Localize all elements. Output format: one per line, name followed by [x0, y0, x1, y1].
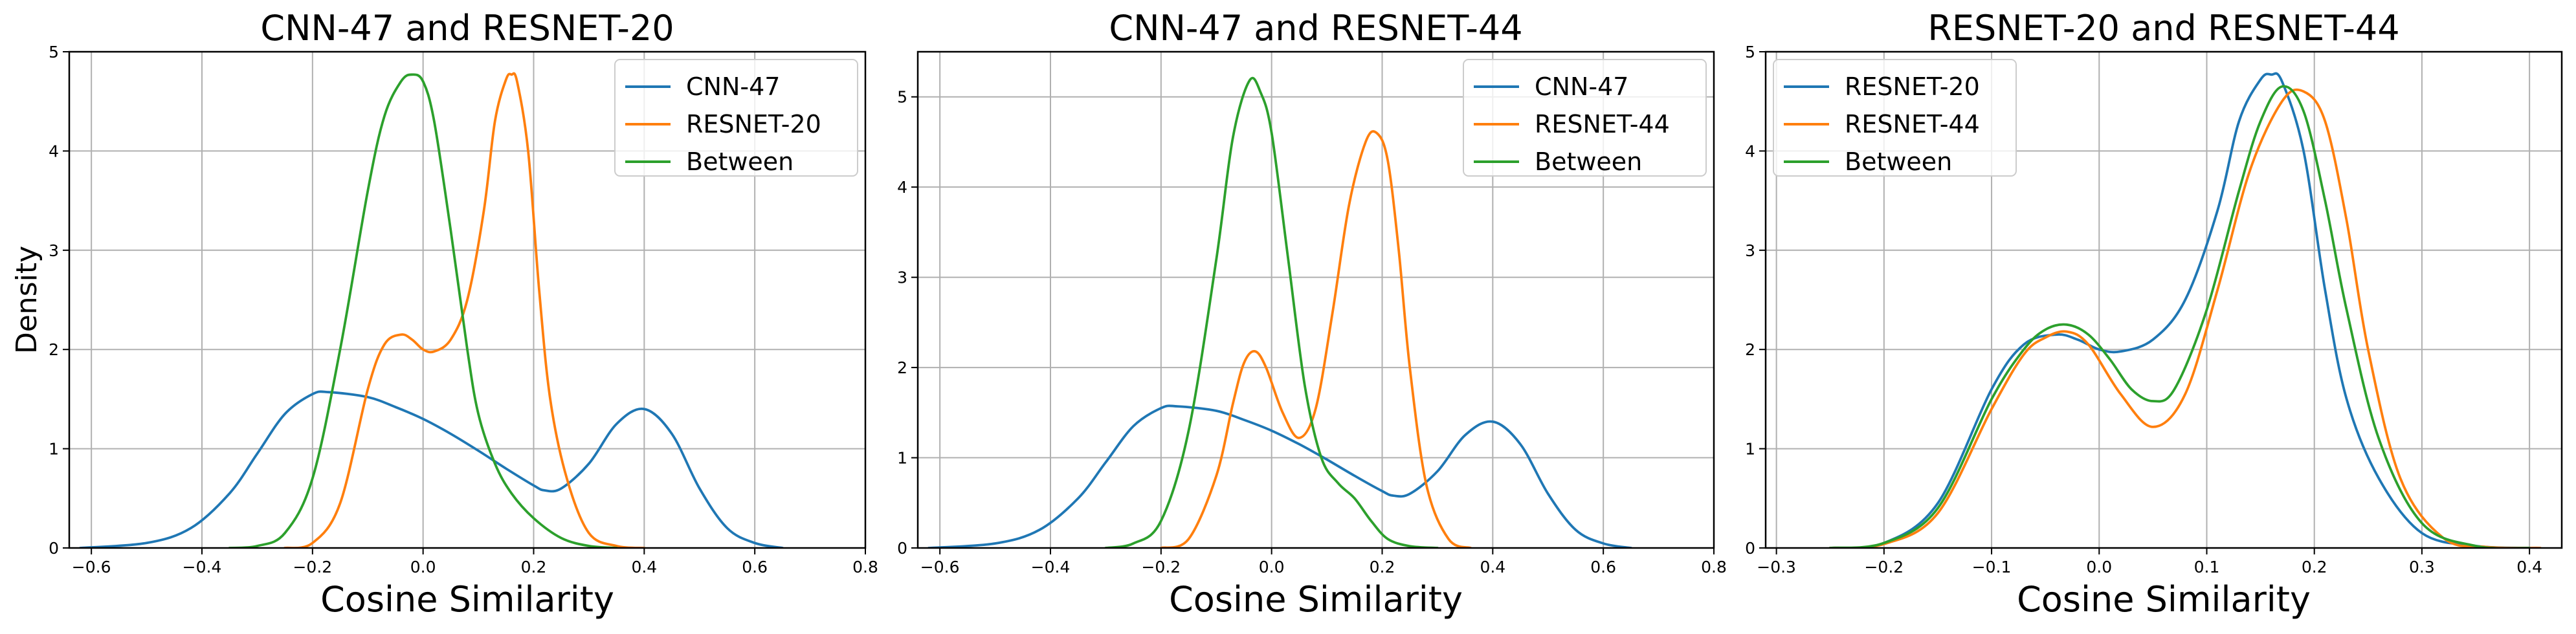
series-line-resnet-20 [283, 72, 646, 548]
plot-frame [68, 50, 867, 549]
x-tick-label: 0.6 [742, 558, 768, 576]
y-tick-label: 0 [897, 539, 907, 558]
x-axis-label: Cosine Similarity [2017, 579, 2311, 620]
x-tick-label: 0.4 [631, 558, 657, 576]
y-tick-label: 5 [897, 88, 907, 107]
legend-label: RESNET-20 [686, 110, 821, 138]
y-tick-label: 3 [897, 268, 907, 287]
legend-label: Between [1535, 148, 1642, 176]
legend-label: CNN-47 [1535, 72, 1628, 101]
legend: CNN-47 RESNET-44 Between [1463, 59, 1707, 177]
x-tick-label: 0.1 [2194, 558, 2220, 576]
x-tick-label: −0.3 [1757, 558, 1796, 576]
curves [79, 72, 784, 548]
chart-title: CNN-47 and RESNET-20 [260, 8, 674, 49]
legend-box [1463, 59, 1707, 177]
series-line-cnn-47 [927, 404, 1632, 548]
y-axis-label: Density [10, 246, 43, 354]
x-tick-label: 0.8 [1701, 558, 1727, 576]
chart-title: RESNET-20 and RESNET-44 [1927, 8, 2399, 49]
x-axis-label: Cosine Similarity [320, 579, 614, 620]
y-tick-label: 2 [897, 358, 907, 377]
series-line-between [1104, 76, 1439, 548]
x-tick-label: 0.4 [2516, 558, 2542, 576]
legend-box [1773, 59, 2017, 177]
plot-frame [1764, 50, 2563, 549]
y-tick-label: 5 [49, 43, 59, 61]
series-line-between [228, 73, 618, 548]
y-tick-label: 1 [1745, 440, 1755, 459]
series-line-cnn-47 [79, 390, 784, 548]
x-tick-label: −0.4 [1031, 558, 1071, 576]
x-tick-label: −0.1 [1972, 558, 2012, 576]
x-axis-label: Cosine Similarity [1169, 579, 1463, 620]
legend-label: CNN-47 [686, 72, 780, 101]
y-tick-label: 4 [49, 142, 59, 160]
series-line-resnet-44 [1828, 88, 2542, 548]
series-line-resnet-20 [1828, 72, 2531, 548]
y-tick-label: 1 [897, 449, 907, 468]
y-tick-label: 4 [897, 178, 907, 197]
x-tick-label: −0.2 [1864, 558, 1904, 576]
subplot-1: −0.6 −0.4 −0.2 0.0 0.2 0.4 0.6 0.8 0 1 2 3 4 5 CNN-47 … [10, 8, 878, 620]
x-tick-label: −0.6 [920, 558, 960, 576]
legend-label: Between [686, 148, 794, 176]
series-line-between [1828, 85, 2531, 548]
y-tick-label: 2 [49, 340, 59, 359]
legend-label: RESNET-44 [1845, 110, 1980, 138]
x-tick-label: 0.0 [410, 558, 436, 576]
x-tick-label: 0.2 [2302, 558, 2327, 576]
y-tick-label: 3 [49, 241, 59, 260]
y-tick-label: 0 [49, 539, 59, 558]
y-tick-label: 3 [1745, 241, 1755, 260]
legend: RESNET-20 RESNET-44 Between [1773, 59, 2017, 177]
y-tick-label: 5 [1745, 43, 1755, 61]
x-tick-label: −0.2 [1141, 558, 1181, 576]
legend-box [614, 59, 858, 177]
subplot-3: −0.3 −0.2 −0.1 0.0 0.1 0.2 0.3 0.4 0 1 2 3 4 5 RESNET-… [1745, 8, 2563, 620]
y-tick-label: 1 [49, 440, 59, 459]
subplot-2: −0.6 −0.4 −0.2 0.0 0.2 0.4 0.6 0.8 0 1 2 3 4 5 CNN-47 … [897, 8, 1727, 620]
legend-label: Between [1845, 148, 1952, 176]
y-tick-label: 2 [1745, 340, 1755, 359]
x-tick-label: 0.8 [852, 558, 878, 576]
y-tick-label: 0 [1745, 539, 1755, 558]
x-tick-label: 0.0 [1259, 558, 1285, 576]
legend-label: RESNET-20 [1845, 72, 1980, 101]
curves [1828, 72, 2542, 548]
x-tick-label: 0.0 [2086, 558, 2112, 576]
chart-title: CNN-47 and RESNET-44 [1109, 8, 1522, 49]
x-tick-label: −0.4 [183, 558, 222, 576]
x-tick-label: 0.3 [2409, 558, 2435, 576]
series-line-resnet-44 [1159, 130, 1472, 548]
curves [927, 76, 1632, 548]
y-tick-label: 4 [1745, 142, 1755, 160]
x-tick-label: −0.2 [293, 558, 332, 576]
x-tick-label: 0.4 [1480, 558, 1505, 576]
x-tick-label: 0.6 [1590, 558, 1616, 576]
legend-label: RESNET-44 [1535, 110, 1670, 138]
x-tick-label: 0.2 [1370, 558, 1395, 576]
x-tick-label: 0.2 [521, 558, 547, 576]
plot-frame [916, 50, 1715, 549]
legend: CNN-47 RESNET-20 Between [614, 59, 858, 177]
x-tick-label: −0.6 [72, 558, 111, 576]
